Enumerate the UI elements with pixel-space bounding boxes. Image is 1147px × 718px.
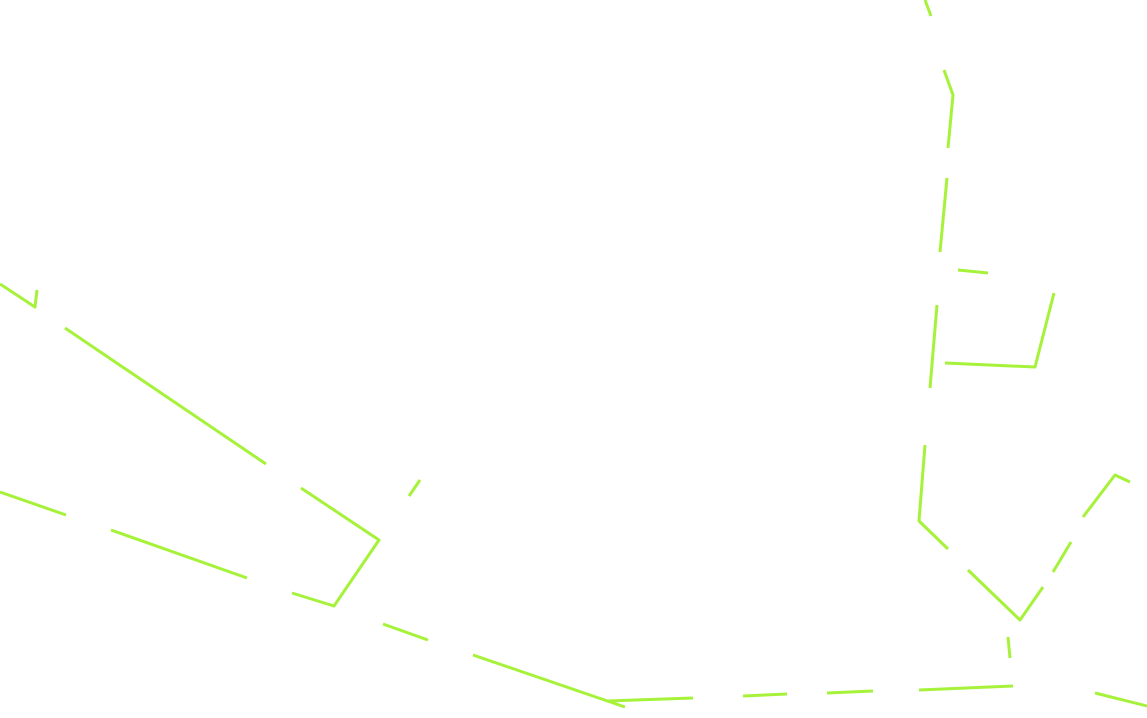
route-segment — [1094, 691, 1147, 708]
route-segment — [382, 622, 429, 642]
route-segment — [1051, 541, 1073, 573]
route-segment — [742, 692, 788, 698]
route-segment — [1006, 636, 1012, 659]
route-segment — [1081, 473, 1131, 518]
route-segment — [923, 0, 933, 17]
route-segment — [966, 568, 1045, 622]
route-segment — [928, 304, 939, 389]
route-segment — [942, 69, 955, 149]
route-segment — [291, 486, 381, 608]
route-segment — [917, 444, 950, 551]
route-segment — [64, 326, 267, 466]
route-segment — [110, 528, 248, 580]
route-segment — [0, 490, 67, 517]
route-segment — [918, 684, 1014, 692]
route-segment — [0, 282, 39, 309]
route-segment — [944, 292, 1056, 369]
route-segment — [826, 689, 874, 695]
route-segment — [938, 177, 949, 253]
route-segment — [407, 479, 422, 497]
route-segment — [957, 268, 989, 275]
route-segment — [472, 653, 626, 709]
route-segment — [606, 696, 694, 703]
